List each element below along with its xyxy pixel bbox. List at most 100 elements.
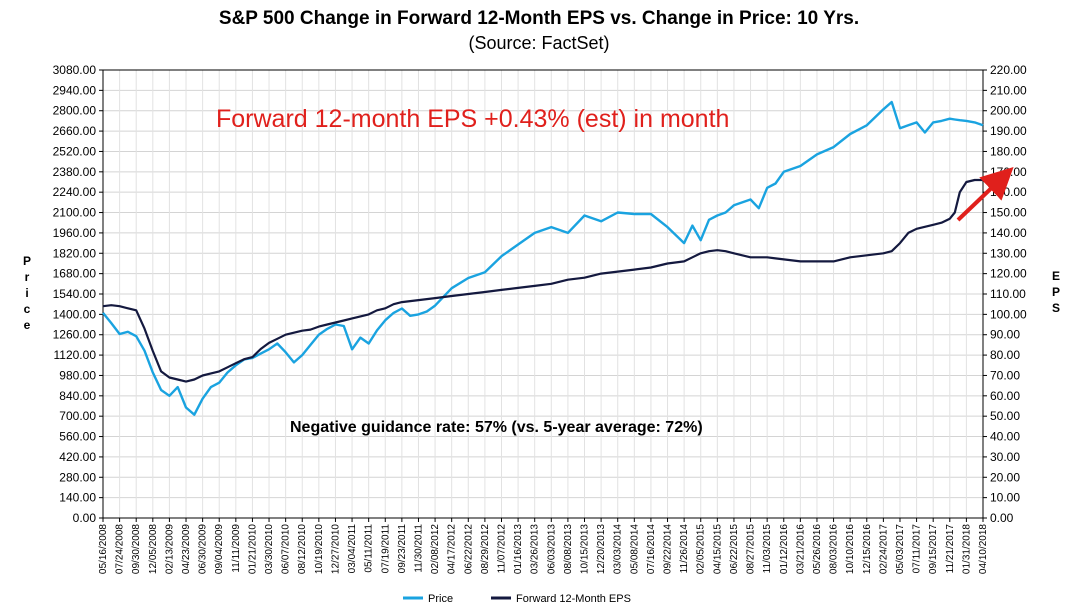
y-tick-label-left: 140.00 — [59, 491, 96, 505]
x-tick-label: 05/03/2017 — [895, 524, 906, 574]
y-tick-label-right: 150.00 — [990, 206, 1027, 220]
x-axis: 05/16/2008 07/24/2008 09/30/2008 12/05/2008… — [98, 518, 989, 574]
x-tick-label: 08/29/2012 — [480, 524, 491, 574]
x-tick-label: 06/30/2009 — [198, 524, 209, 574]
x-tick-label: 11/30/2011 — [413, 524, 424, 573]
y-tick-label-right: 140.00 — [990, 226, 1027, 240]
y-tick-label-right: 190.00 — [990, 124, 1027, 138]
y-tick-label-left: 560.00 — [59, 430, 96, 444]
x-tick-label: 07/24/2008 — [115, 524, 126, 574]
y-tick-label-left: 700.00 — [59, 409, 96, 423]
y-tick-label-left: 2800.00 — [53, 104, 97, 118]
y-tick-label-right: 110.00 — [990, 287, 1026, 301]
y-tick-label-left: 420.00 — [59, 450, 96, 464]
x-tick-label: 06/03/2013 — [546, 524, 557, 574]
x-tick-label: 11/07/2012 — [496, 524, 507, 574]
x-tick-label: 05/26/2016 — [812, 524, 823, 574]
y-tick-label-left: 1260.00 — [53, 328, 97, 342]
series-line-eps — [102, 178, 983, 383]
annotation-eps-change: Forward 12-month EPS +0.43% (est) in mon… — [216, 105, 729, 133]
y-tick-label-right: 70.00 — [990, 368, 1020, 382]
y-tick-label-left: 840.00 — [59, 389, 96, 403]
x-tick-label: 10/15/2013 — [580, 524, 591, 574]
x-tick-label: 06/22/2012 — [463, 524, 474, 574]
series-group — [102, 100, 984, 416]
y-tick-label-left: 1960.00 — [53, 226, 97, 240]
y-tick-label-right: 100.00 — [990, 307, 1027, 321]
y-tick-label-right: 80.00 — [990, 348, 1020, 362]
x-tick-label: 11/11/2009 — [231, 524, 242, 573]
x-tick-label: 07/19/2011 — [380, 524, 391, 574]
x-tick-label: 04/23/2009 — [181, 524, 192, 574]
x-tick-label: 04/15/2015 — [712, 524, 723, 574]
x-tick-label: 12/05/2008 — [148, 524, 159, 574]
y-tick-label-right: 180.00 — [990, 144, 1027, 158]
y-tick-label-left: 0.00 — [73, 511, 97, 525]
x-tick-label: 09/23/2011 — [397, 524, 408, 574]
x-tick-label: 11/21/2017 — [945, 524, 956, 574]
x-tick-label: 09/30/2008 — [131, 524, 142, 574]
x-tick-label: 03/30/2010 — [264, 524, 275, 574]
y-tick-label-right: 50.00 — [990, 409, 1020, 423]
legend-label-price: Price — [428, 593, 453, 605]
x-tick-label: 02/05/2015 — [696, 524, 707, 574]
x-tick-label: 11/26/2014 — [679, 524, 690, 574]
y-axis-left: 0.00 140.00 280.00 420.00 560.00 700.00 840.00… — [53, 63, 103, 525]
x-tick-label: 08/27/2015 — [746, 524, 757, 574]
x-tick-label: 03/21/2016 — [795, 524, 806, 574]
y-tick-label-left: 3080.00 — [53, 63, 97, 77]
x-tick-label: 04/17/2012 — [447, 524, 458, 574]
chart-subtitle: (Source: FactSet) — [468, 33, 610, 53]
y-tick-label-left: 1680.00 — [53, 267, 97, 281]
x-tick-label: 09/15/2017 — [928, 524, 939, 574]
y-tick-label-left: 1820.00 — [53, 246, 97, 260]
x-tick-label: 05/11/2011 — [364, 524, 375, 573]
x-tick-label: 04/10/2018 — [978, 524, 989, 574]
y-tick-label-left: 2100.00 — [53, 206, 97, 220]
y-tick-label-left: 2240.00 — [53, 185, 97, 199]
y-tick-label-right: 120.00 — [990, 267, 1027, 281]
x-tick-label: 09/04/2009 — [214, 524, 225, 574]
x-tick-label: 01/31/2018 — [961, 524, 972, 574]
x-tick-label: 06/22/2015 — [729, 524, 740, 574]
y-tick-label-right: 90.00 — [990, 328, 1020, 342]
y-tick-label-left: 1540.00 — [53, 287, 97, 301]
x-tick-label: 06/07/2010 — [281, 524, 292, 574]
y-tick-label-right: 40.00 — [990, 430, 1020, 444]
y-tick-label-right: 200.00 — [990, 104, 1027, 118]
x-tick-label: 01/16/2013 — [513, 524, 524, 574]
y-tick-label-right: 10.00 — [990, 491, 1020, 505]
x-tick-label: 07/11/2017 — [912, 524, 923, 574]
y-tick-label-right: 220.00 — [990, 63, 1027, 77]
y-tick-label-right: 30.00 — [990, 450, 1020, 464]
x-tick-label: 02/13/2009 — [164, 524, 175, 574]
x-tick-label: 03/26/2013 — [530, 524, 541, 574]
grid — [103, 70, 983, 518]
x-tick-label: 03/03/2014 — [613, 524, 624, 574]
x-tick-label: 12/20/2013 — [596, 524, 607, 574]
y-tick-label-left: 2660.00 — [53, 124, 97, 138]
x-tick-label: 09/22/2014 — [663, 524, 674, 574]
y-tick-label-right: 160.00 — [990, 185, 1027, 199]
x-tick-label: 08/12/2010 — [297, 524, 308, 574]
x-tick-label: 08/03/2016 — [829, 524, 840, 574]
x-tick-label: 07/16/2014 — [646, 524, 657, 574]
x-tick-label: 10/10/2016 — [845, 524, 856, 574]
y-tick-label-left: 1400.00 — [53, 307, 97, 321]
y-tick-label-right: 170.00 — [990, 165, 1027, 179]
x-tick-label: 05/16/2008 — [98, 524, 109, 574]
y-tick-label-left: 2520.00 — [53, 144, 97, 158]
x-tick-label: 01/12/2016 — [779, 524, 790, 574]
x-tick-label: 02/24/2017 — [878, 524, 889, 574]
x-tick-label: 10/19/2010 — [314, 524, 325, 574]
y-tick-label-left: 980.00 — [59, 368, 96, 382]
x-tick-label: 08/08/2013 — [563, 524, 574, 574]
annotation-arrow — [956, 166, 1014, 222]
y-tick-label-right: 0.00 — [990, 511, 1014, 525]
y-tick-label-right: 60.00 — [990, 389, 1020, 403]
y-tick-label-left: 1120.00 — [54, 348, 97, 362]
y-tick-label-left: 2940.00 — [53, 83, 97, 97]
